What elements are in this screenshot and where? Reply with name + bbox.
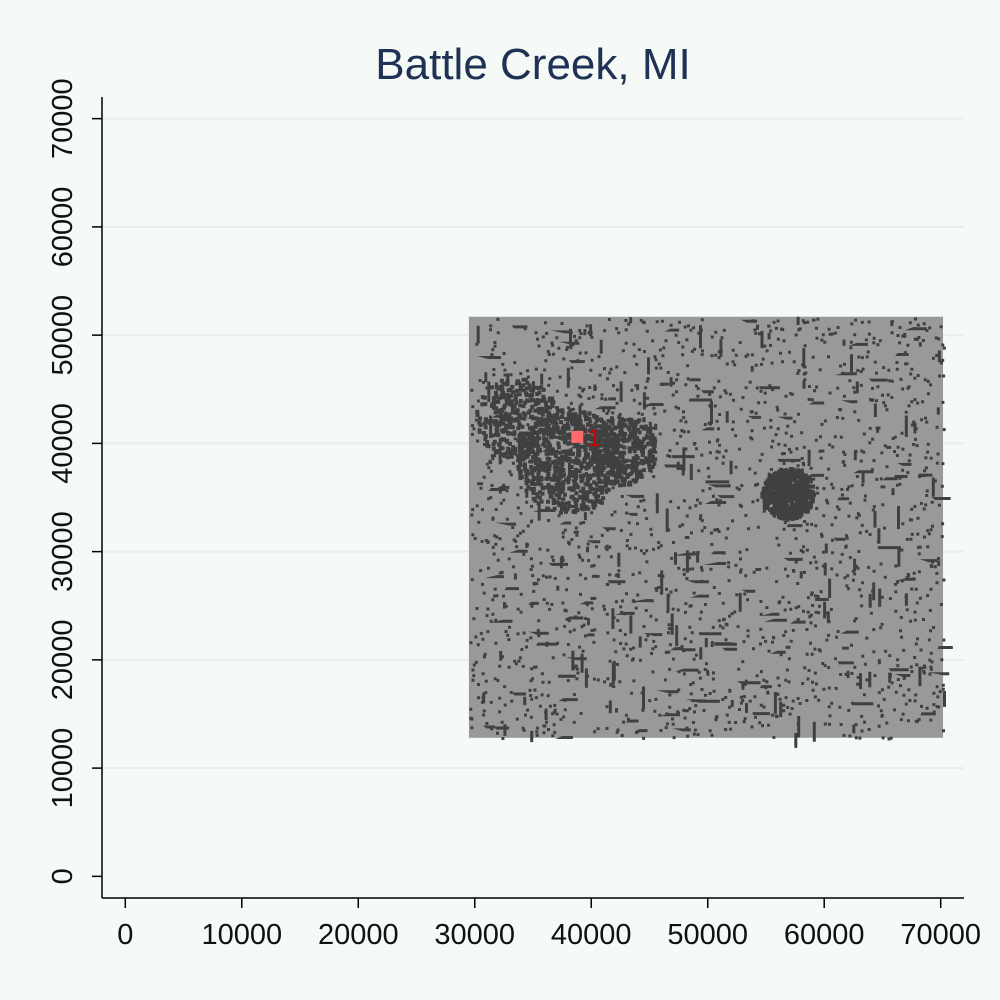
axes: 0 10000 20000 30000 40000 50000 60000 70000 0 100… — [47, 78, 981, 951]
y-tick-label: 70000 — [47, 78, 79, 159]
chart-title: Battle Creek, MI — [375, 40, 690, 89]
highlight-cell — [571, 430, 584, 443]
highlight-layer: 1 — [571, 425, 601, 452]
y-tick-label: 40000 — [47, 403, 79, 484]
y-tick-label: 30000 — [47, 511, 79, 592]
y-tick-label: 20000 — [47, 620, 79, 701]
x-tick-label: 50000 — [667, 919, 748, 951]
highlight-label: 1 — [587, 425, 600, 452]
x-tick-label: 60000 — [784, 919, 865, 951]
land-cover-raster — [468, 316, 953, 748]
x-tick-label: 40000 — [551, 919, 632, 951]
x-tick-label: 30000 — [434, 919, 515, 951]
y-tick-label: 50000 — [47, 295, 79, 376]
y-tick-label: 60000 — [47, 187, 79, 268]
x-tick-label: 0 — [117, 919, 133, 951]
x-tick-label: 70000 — [900, 919, 981, 951]
y-tick-label: 0 — [47, 868, 79, 884]
x-tick-label: 20000 — [318, 919, 399, 951]
y-tick-label: 10000 — [47, 728, 79, 809]
developed-areas — [469, 316, 953, 748]
x-tick-label: 10000 — [201, 919, 282, 951]
